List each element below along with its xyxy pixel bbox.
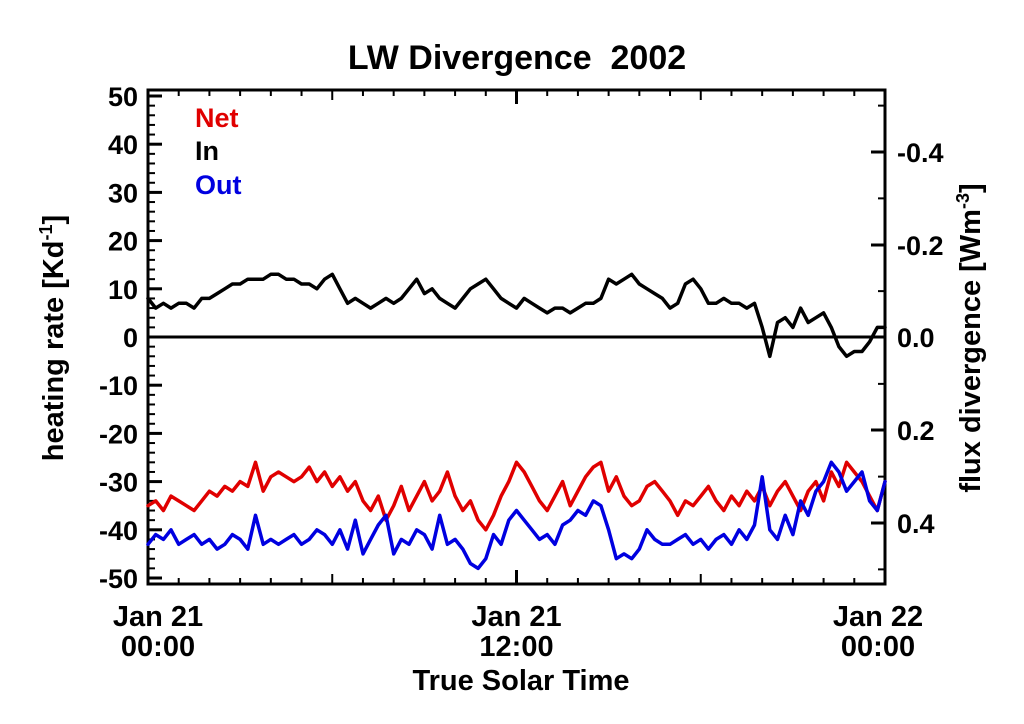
y-axis-left-label-end: ] (38, 215, 70, 225)
y-left-tick-label: 10 (108, 275, 138, 305)
series-line-net (146, 460, 887, 532)
y-axis-right-label: flux divergence [Wm-3] (953, 183, 987, 492)
y-left-tick-label: 40 (108, 130, 138, 160)
y-axis-right-label-sup: -3 (953, 193, 973, 209)
y-left-tick-label: -20 (99, 419, 138, 449)
y-axis-right-label-main: flux divergence [Wm (955, 209, 987, 493)
y-left-tick-label: 20 (108, 227, 138, 257)
y-left-tick-label: -10 (99, 371, 138, 401)
x-tick-label-line2: 12:00 (479, 631, 553, 663)
x-tick-label-line1: Jan 21 (471, 601, 561, 633)
x-tick-label-line1: Jan 22 (833, 601, 923, 633)
x-tick-label-line2: 00:00 (121, 631, 195, 663)
y-right-tick-label: 0.4 (897, 509, 935, 539)
y-left-tick-label: -30 (99, 468, 138, 498)
x-axis-label: True Solar Time (412, 665, 629, 697)
y-axis-left-label-sup: -1 (36, 224, 56, 240)
y-right-tick-label: -0.2 (897, 231, 944, 261)
legend-net: Net (195, 103, 239, 133)
y-left-tick-label: 0 (123, 323, 138, 353)
y-left-tick-label: -40 (99, 516, 138, 546)
y-axis-left-label-main: heating rate [Kd (38, 240, 70, 461)
legend-in: In (195, 136, 219, 166)
y-right-tick-label: 0.2 (897, 416, 935, 446)
y-left-tick-label: 50 (108, 82, 138, 112)
chart-title: LW Divergence 2002 (348, 39, 686, 77)
y-right-tick-label: 0.0 (897, 323, 935, 353)
y-axis-left: 50 40 30 20 10 0 -10 -20 -30 -40 -50 (99, 82, 162, 594)
series-layer (146, 272, 887, 571)
x-tick-label-line2: 00:00 (841, 631, 915, 663)
series-line-out (146, 460, 887, 571)
legend-out: Out (195, 170, 242, 200)
y-left-tick-label: -50 (99, 564, 138, 594)
y-right-tick-label: -0.4 (897, 138, 944, 168)
series-line-in (146, 272, 887, 359)
y-left-tick-label: 30 (108, 178, 138, 208)
y-axis-right-label-end: ] (955, 183, 987, 193)
y-axis-right: -0.4 -0.2 0.0 0.2 0.4 (871, 104, 944, 571)
x-tick-label-line1: Jan 21 (113, 601, 203, 633)
y-axis-left-label: heating rate [Kd-1] (36, 215, 70, 461)
